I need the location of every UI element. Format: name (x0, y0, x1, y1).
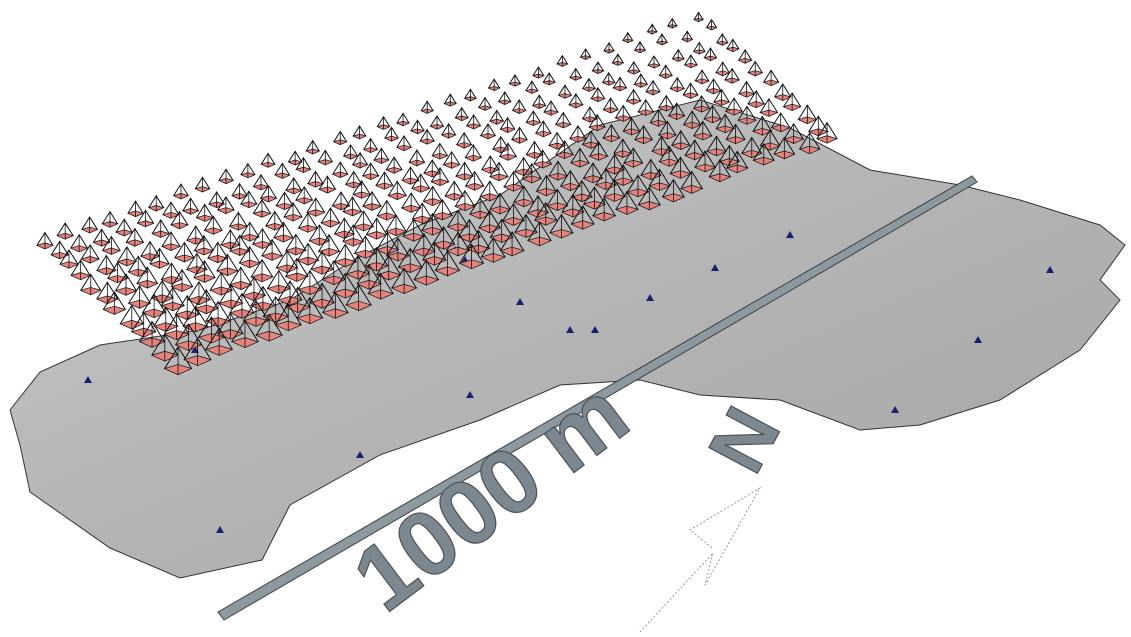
control-point (711, 264, 719, 271)
control-point (466, 391, 474, 398)
control-point (84, 376, 92, 383)
north-label: N (691, 393, 797, 486)
control-point (891, 406, 899, 413)
control-point (566, 326, 574, 333)
control-point (516, 298, 524, 305)
control-point (1046, 266, 1054, 273)
control-point (591, 326, 599, 333)
control-point (974, 336, 982, 343)
control-point (356, 451, 364, 458)
north-arrow (639, 486, 762, 633)
control-point (191, 346, 199, 353)
markers (35, 11, 1054, 533)
control-point (786, 231, 794, 238)
control-point (216, 526, 224, 533)
terrain-surface (9, 99, 1126, 579)
scale-bar (217, 175, 978, 621)
control-point (646, 294, 654, 301)
